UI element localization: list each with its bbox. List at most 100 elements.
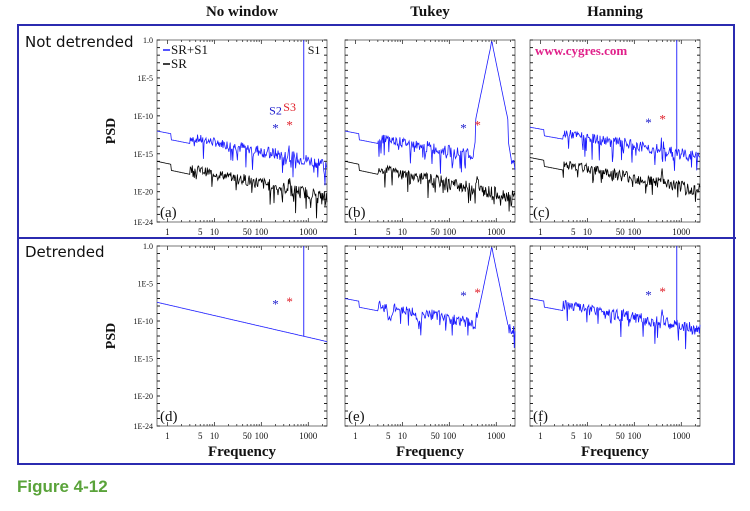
s3-marker: *: [659, 284, 666, 299]
panel-label: (f): [533, 409, 548, 425]
x-tick-label: 100: [443, 431, 457, 441]
column-title-hanning: Hanning: [587, 4, 643, 20]
series-line-sr-s1: [529, 298, 701, 350]
x-tick-label: 5: [386, 431, 391, 441]
x-tick-label: 50: [431, 227, 441, 237]
x-tick-label: 50: [431, 431, 441, 441]
y-tick-label: 1.0: [143, 36, 153, 45]
s2-marker: *: [645, 115, 652, 130]
x-tick-label: 50: [243, 227, 253, 237]
x-tick-label: 100: [628, 431, 642, 441]
y-tick-label: 1E-15: [133, 355, 153, 364]
plot-frame: [344, 245, 516, 427]
panel-label: (b): [348, 205, 366, 221]
panel-label: (e): [348, 409, 365, 425]
x-tick-label: 50: [616, 431, 626, 441]
x-tick-label: 1000: [487, 431, 506, 441]
s2-marker: *: [272, 297, 279, 312]
y-tick-label: 1E-24: [133, 422, 153, 431]
row-title-detrended: Detrended: [25, 243, 105, 261]
column-title-no-window: No window: [205, 4, 279, 20]
panel-a: 1 5 10 50 100 1000 1.0 1E-5 1E-10 1E-15 1E-20 1E-24…: [104, 36, 328, 237]
legend-entry: SR: [171, 56, 187, 71]
x-tick-label: 10: [583, 431, 593, 441]
y-tick-label: 1E-10: [133, 112, 153, 121]
s3-marker: *: [659, 111, 666, 126]
s2-marker: *: [460, 121, 467, 136]
y-tick-label: 1.0: [143, 242, 153, 251]
x-tick-label: 5: [386, 227, 391, 237]
x-tick-label: 50: [243, 431, 253, 441]
s2-label: S2: [269, 104, 282, 118]
panel-c: 1 5 10 50 100 1000 * * (c): [529, 39, 701, 237]
s3-marker: *: [474, 117, 481, 132]
figure-frame: [17, 24, 735, 465]
series-line-sr-s1: [156, 130, 328, 186]
s2-marker: *: [460, 288, 467, 303]
s2-marker: *: [272, 121, 279, 136]
x-tick-label: 1: [165, 431, 170, 441]
s3-label: S3: [283, 100, 296, 114]
row-divider: [17, 237, 736, 239]
figure-caption: Figure 4-12: [17, 477, 108, 496]
x-tick-label: 1000: [299, 431, 318, 441]
x-tick-label: 10: [398, 431, 408, 441]
s1-label: S1: [308, 43, 321, 57]
x-tick-label: 1: [538, 227, 543, 237]
series-line-sr-s1: [156, 301, 328, 342]
x-tick-label: 100: [443, 227, 457, 237]
plot-frame: [156, 245, 328, 427]
y-tick-label: 1E-5: [137, 74, 153, 83]
x-tick-label: 10: [210, 431, 220, 441]
y-tick-label: 1E-10: [133, 317, 153, 326]
row-title-not-detrended: Not detrended: [25, 33, 134, 51]
x-tick-label: 1: [353, 227, 358, 237]
y-tick-label: 1E-20: [133, 188, 153, 197]
plot-frame: [529, 245, 701, 427]
x-tick-label: 5: [571, 431, 576, 441]
x-tick-label: 10: [583, 227, 593, 237]
y-tick-label: 1E-24: [133, 218, 153, 227]
x-tick-label: 10: [398, 227, 408, 237]
x-axis-label: Frequency: [208, 444, 277, 460]
y-axis-label: PSD: [104, 118, 119, 144]
watermark: www.cygres.com: [535, 43, 627, 58]
s2-marker: *: [645, 287, 652, 302]
y-tick-label: 1E-5: [137, 280, 153, 289]
x-tick-label: 100: [255, 227, 269, 237]
panel-e: 1 5 10 50 100 1000 Frequency * * (e): [344, 245, 516, 460]
panel-f: 1 5 10 50 100 1000 Frequency * * (f): [529, 245, 701, 460]
x-tick-label: 1000: [672, 431, 691, 441]
panel-label: (c): [533, 205, 550, 221]
x-axis-label: Frequency: [396, 444, 465, 460]
x-tick-label: 5: [198, 431, 203, 441]
series-line-sr: [156, 160, 328, 219]
x-tick-label: 1: [538, 431, 543, 441]
x-tick-label: 5: [198, 227, 203, 237]
x-tick-label: 1000: [487, 227, 506, 237]
y-tick-label: 1E-15: [133, 150, 153, 159]
legend-entry: SR+S1: [171, 42, 208, 57]
x-tick-label: 1000: [672, 227, 691, 237]
series-line-sr: [344, 160, 516, 212]
x-tick-label: 100: [255, 431, 269, 441]
plot-frame: [529, 39, 701, 223]
s3-marker: *: [286, 117, 293, 132]
series-line-sr: [529, 157, 701, 202]
series-line-sr-s1: [344, 41, 516, 174]
x-axis-label: Frequency: [581, 444, 650, 460]
x-tick-label: 1: [353, 431, 358, 441]
x-tick-label: 10: [210, 227, 220, 237]
s3-marker: *: [286, 294, 293, 309]
x-tick-label: 5: [571, 227, 576, 237]
panel-label: (d): [160, 409, 178, 425]
x-tick-label: 50: [616, 227, 626, 237]
x-tick-label: 1000: [299, 227, 318, 237]
panel-b: 1 5 10 50 100 1000 * * (b): [344, 39, 516, 237]
panel-label: (a): [160, 205, 177, 221]
y-axis-label: PSD: [104, 323, 119, 349]
column-title-tukey: Tukey: [410, 4, 450, 20]
series-line-sr-s1: [344, 247, 516, 349]
